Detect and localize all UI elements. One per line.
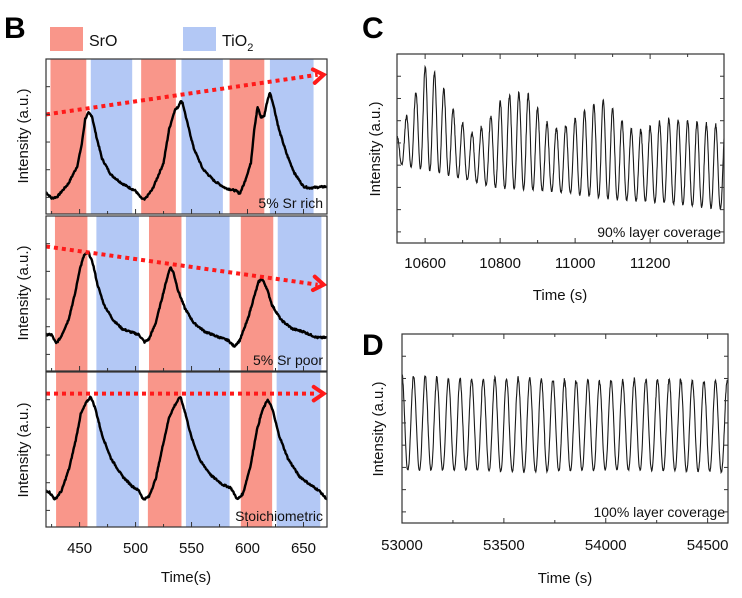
sro-band <box>148 216 182 371</box>
panel-b-xlabel: Time(s) <box>161 569 211 586</box>
sro-band <box>56 372 88 527</box>
x-tick-label: 550 <box>179 540 204 557</box>
panel-b-ylabel-2: Intensity (a.u.) <box>15 245 32 340</box>
coverage-annotation: 90% layer coverage <box>597 224 721 240</box>
sro-band <box>147 372 182 527</box>
trend-arrow-line <box>45 72 318 117</box>
legend-swatch-tio2 <box>183 27 216 51</box>
x-tick-label: 500 <box>123 540 148 557</box>
trend-arrowhead <box>310 67 328 85</box>
tio2-band <box>181 59 223 214</box>
panel-d: 53000 53500 54000 54500 100% layer coverage <box>381 333 729 554</box>
tio2-band <box>185 216 230 371</box>
panel-b-ylabel-1: Intensity (a.u.) <box>15 88 32 183</box>
x-tick-label: 10800 <box>479 255 521 272</box>
x-tick-label: 53000 <box>381 537 423 554</box>
x-tick-label: 53500 <box>483 537 525 554</box>
sro-band <box>50 59 87 214</box>
tio2-band <box>96 372 139 527</box>
panel-c-xlabel: Time (s) <box>533 287 587 304</box>
tio2-band <box>96 216 139 371</box>
sro-band <box>54 216 88 371</box>
plot-frame <box>401 333 729 524</box>
x-tick-label: 54000 <box>585 537 627 554</box>
intensity-trace <box>45 250 328 348</box>
legend-label-tio2-main: TiO <box>222 33 247 50</box>
x-tick-label: 450 <box>67 540 92 557</box>
trend-arrow-line <box>45 244 318 287</box>
x-tick-label: 600 <box>235 540 260 557</box>
plot-frame <box>45 371 328 528</box>
panel-letter-d: D <box>362 329 384 362</box>
tio2-band <box>185 372 230 527</box>
x-tick-label: 10600 <box>404 255 446 272</box>
x-tick-label: 11000 <box>555 255 596 272</box>
intensity-trace <box>396 64 725 210</box>
tio2-band <box>277 216 322 371</box>
intensity-trace <box>45 395 328 501</box>
intensity-trace <box>401 374 729 475</box>
sro-band <box>141 59 176 214</box>
intensity-trace <box>45 91 328 201</box>
panel-c-ylabel: Intensity (a.u.) <box>367 101 384 196</box>
x-tick-label: 54500 <box>687 537 729 554</box>
subplot-label: Stoichiometric <box>235 508 323 524</box>
legend-label-tio2-sub: 2 <box>247 42 253 54</box>
subplot-1: 5% Sr rich <box>45 58 328 215</box>
plot-frame <box>45 58 328 215</box>
subplot-label: 5% Sr rich <box>258 195 323 211</box>
subplot-2: 5% Sr poor <box>45 215 328 372</box>
panel-letter-c: C <box>362 12 384 45</box>
subplot-label: 5% Sr poor <box>253 352 323 368</box>
coverage-annotation: 100% layer coverage <box>593 504 725 520</box>
plot-frame <box>45 215 328 372</box>
tio2-band <box>90 59 133 214</box>
panel-b: 5% Sr rich 5% Sr poor Stoichiometric 450 500… <box>45 58 328 557</box>
panel-c: 10600 10800 11000 11200 90% layer coverage <box>396 53 725 272</box>
legend-label-tio2: TiO2 <box>222 33 253 54</box>
sro-band <box>240 372 273 527</box>
legend: SrO TiO2 <box>50 27 253 54</box>
panel-d-xlabel: Time (s) <box>538 570 592 587</box>
trend-arrowhead <box>311 384 328 403</box>
x-tick-label: 11200 <box>630 255 671 272</box>
legend-label-sro: SrO <box>89 33 117 50</box>
plot-frame <box>396 53 725 244</box>
legend-swatch-sro <box>50 27 83 51</box>
panel-b-ylabel-3: Intensity (a.u.) <box>15 402 32 497</box>
x-tick-label: 650 <box>291 540 316 557</box>
panel-letter-b: B <box>4 12 26 45</box>
panel-d-ylabel: Intensity (a.u.) <box>370 381 387 476</box>
trend-arrowhead <box>310 274 328 293</box>
subplot-3: Stoichiometric <box>45 371 328 528</box>
